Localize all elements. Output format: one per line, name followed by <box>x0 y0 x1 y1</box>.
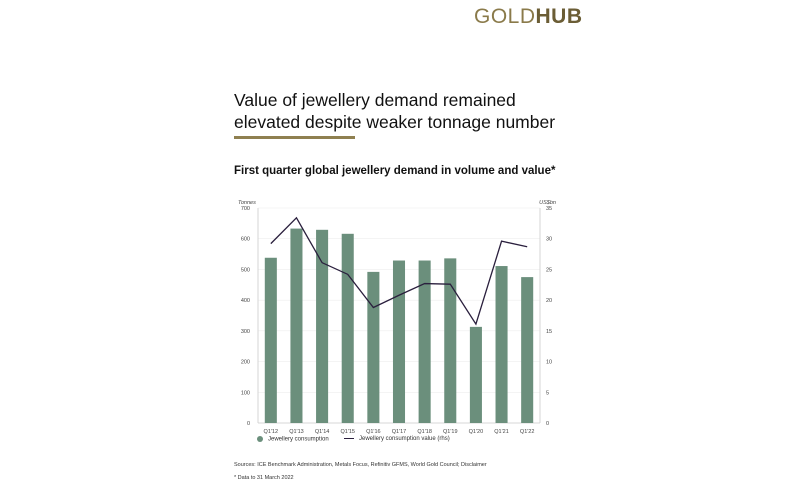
y-tick-label: 200 <box>241 360 250 366</box>
title-underline <box>234 136 355 139</box>
bar <box>367 271 380 423</box>
y-axis-label: Tonnes <box>238 200 256 206</box>
y-tick-label: 600 <box>241 237 250 243</box>
y-tick-label: 700 <box>241 206 250 212</box>
bar <box>418 260 431 423</box>
y-tick-label: 500 <box>241 267 250 273</box>
y2-tick-label: 10 <box>546 360 552 366</box>
page-title: Value of jewellery demand remained eleva… <box>234 90 556 132</box>
bar <box>290 228 303 423</box>
x-tick-label: Q1'22 <box>520 429 535 435</box>
bar <box>392 260 406 423</box>
x-tick-label: Q1'16 <box>366 429 381 435</box>
legend-line: Jewellery consumption value (rhs) <box>344 436 450 442</box>
y2-tick-label: 25 <box>546 267 552 273</box>
x-tick-label: Q1'19 <box>443 429 458 435</box>
bar <box>444 258 457 423</box>
x-tick-label: Q1'21 <box>494 429 509 435</box>
y2-tick-label: 0 <box>546 421 549 427</box>
y-tick-label: 100 <box>241 390 250 396</box>
bar <box>341 233 354 423</box>
x-tick-label: Q1'17 <box>392 429 407 435</box>
x-tick-label: Q1'15 <box>340 429 355 435</box>
value-line <box>270 216 528 326</box>
x-tick-label: Q1'20 <box>469 429 484 435</box>
y-tick-label: 300 <box>241 329 250 335</box>
footnote: * Data to 31 March 2022 <box>234 475 294 481</box>
x-tick-label: Q1'12 <box>264 429 279 435</box>
y-tick-label: 0 <box>247 421 250 427</box>
sources-note: Sources: ICE Benchmark Administration, M… <box>234 462 487 468</box>
legend-bar-swatch <box>257 436 263 442</box>
goldhub-logo: GOLDHUB <box>474 5 583 28</box>
y2-tick-label: 20 <box>546 298 552 304</box>
legend-bar: Jewellery consumption <box>257 436 329 443</box>
x-tick-label: Q1'18 <box>417 429 432 435</box>
bar <box>264 257 277 423</box>
y2-tick-label: 5 <box>546 390 549 396</box>
x-tick-label: Q1'14 <box>315 429 330 435</box>
bar <box>316 229 329 423</box>
y2-tick-label: 30 <box>546 237 552 243</box>
bar <box>469 326 482 423</box>
chart-subtitle: First quarter global jewellery demand in… <box>234 165 556 177</box>
y-tick-label: 400 <box>241 298 250 304</box>
x-tick-label: Q1'13 <box>289 429 304 435</box>
y2-axis-label: US$bn <box>539 200 556 206</box>
y2-tick-label: 15 <box>546 329 552 335</box>
legend-line-swatch <box>344 437 354 440</box>
bar <box>495 266 508 423</box>
bar <box>521 277 534 423</box>
y2-tick-label: 35 <box>546 206 552 212</box>
